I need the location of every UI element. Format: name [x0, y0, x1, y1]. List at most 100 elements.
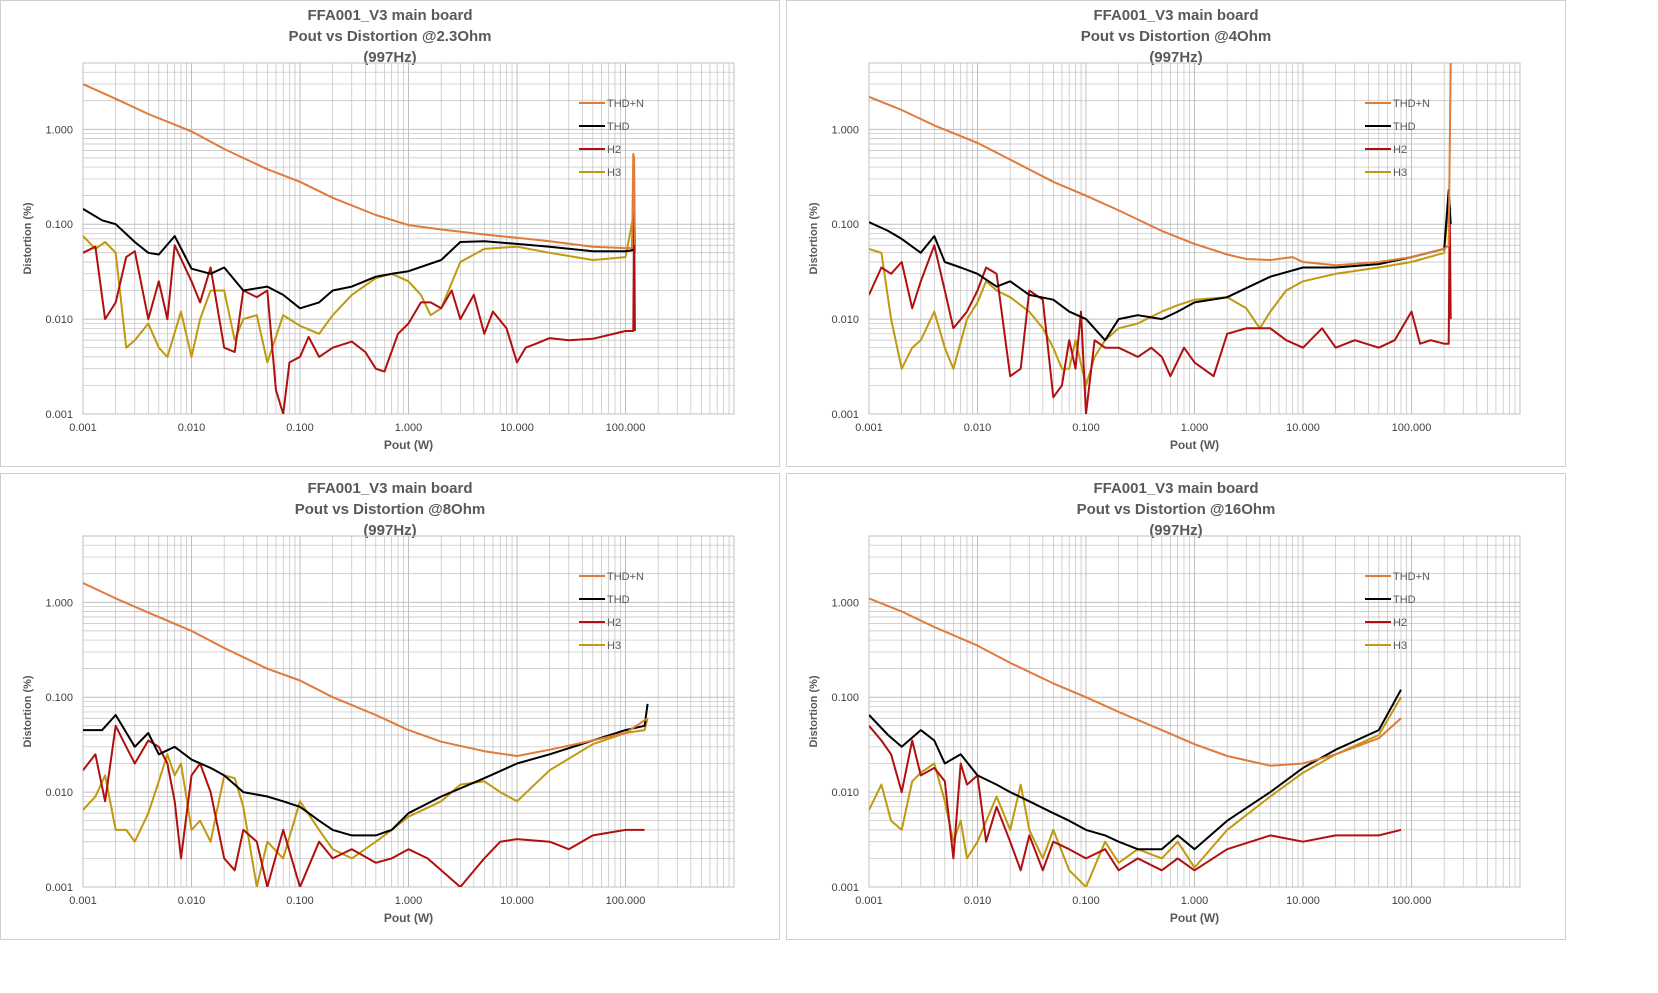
series-group [869, 63, 1452, 414]
chart-subtitle: Pout vs Distortion @16Ohm [1076, 501, 1276, 518]
x-tick-label: 1.000 [395, 422, 423, 434]
plot-area-frame [82, 62, 735, 415]
series-line-h2 [83, 724, 645, 887]
y-tick-label: 0.100 [45, 219, 73, 231]
y-tick-label: 1.000 [831, 124, 859, 136]
series-line-h2 [869, 725, 1402, 872]
chart-subtitle: Pout vs Distortion @2.3Ohm [288, 28, 492, 45]
legend-label-h3: H3 [1393, 167, 1407, 179]
series-line-h3 [869, 201, 1452, 387]
y-tick-label: 0.010 [831, 314, 859, 326]
grid [868, 535, 1520, 888]
legend-label-thd: THD [607, 594, 630, 606]
y-axis-label: Distortion (%) [22, 675, 34, 747]
x-tick-label: 10.000 [1286, 422, 1320, 434]
legend-label-h2: H2 [1393, 144, 1407, 156]
legend-label-thd-n: THD+N [607, 98, 644, 110]
chart-subtitle2: (997Hz) [363, 49, 417, 66]
legend-label-thd: THD [607, 121, 630, 133]
chart-title: FFA001_V3 main board [307, 7, 473, 24]
chart-title: FFA001_V3 main board [1093, 480, 1259, 497]
y-tick-label: 0.010 [45, 787, 73, 799]
legend-label-h2: H2 [1393, 617, 1407, 629]
y-axis-label: Distortion (%) [808, 675, 820, 747]
chart-subtitle2: (997Hz) [363, 522, 417, 539]
chart-subtitle: Pout vs Distortion @4Ohm [1080, 28, 1272, 45]
chart-svg: 0.001 0.010 0.100 1.000 10.000 100.000 0.001 0.… [22, 535, 735, 925]
series-line-thd-n [83, 582, 649, 757]
x-tick-label: 0.010 [178, 895, 206, 907]
plot-area-frame [868, 535, 1521, 888]
chart-svg: 0.001 0.010 0.100 1.000 10.000 100.000 0.001 0.… [22, 62, 735, 452]
chart-panel-2p3ohm: FFA001_V3 main board Pout vs Distortion @… [0, 0, 780, 467]
legend-label-h3: H3 [607, 640, 621, 652]
x-axis-label: Pout (W) [384, 438, 433, 452]
series-line-h2 [869, 206, 1452, 414]
y-tick-label: 0.001 [831, 882, 859, 894]
series-line-h3 [869, 696, 1402, 887]
legend-label-h2: H2 [607, 617, 621, 629]
chart-svg: 0.001 0.010 0.100 1.000 10.000 100.000 0.001 0.… [808, 535, 1521, 925]
legend-label-thd-n: THD+N [1393, 98, 1430, 110]
plot-area-frame [868, 62, 1521, 415]
legend-label-h3: H3 [1393, 640, 1407, 652]
grid [868, 62, 1520, 415]
x-tick-label: 0.010 [964, 422, 992, 434]
series-line-thd [869, 188, 1452, 342]
series-group [83, 83, 636, 414]
series-line-thd [83, 194, 636, 310]
y-tick-label: 0.010 [831, 787, 859, 799]
grid [82, 62, 734, 415]
series-line-thd-n [869, 63, 1452, 267]
legend-label-h3: H3 [607, 167, 621, 179]
series-line-thd [869, 689, 1402, 851]
y-axis-label: Distortion (%) [22, 202, 34, 274]
x-axis-label: Pout (W) [384, 911, 433, 925]
series-group [869, 597, 1402, 887]
x-tick-label: 0.001 [69, 422, 97, 434]
y-tick-label: 0.100 [45, 692, 73, 704]
chart-title: FFA001_V3 main board [1093, 7, 1259, 24]
x-axis-label: Pout (W) [1170, 911, 1219, 925]
chart-panel-8ohm: FFA001_V3 main board Pout vs Distortion @… [0, 473, 780, 940]
y-axis-label: Distortion (%) [808, 202, 820, 274]
chart-title: FFA001_V3 main board [307, 480, 473, 497]
y-tick-label: 0.100 [831, 692, 859, 704]
chart-svg: 0.001 0.010 0.100 1.000 10.000 100.000 0.001 0.… [808, 62, 1521, 452]
y-tick-label: 1.000 [45, 597, 73, 609]
legend-label-thd-n: THD+N [607, 571, 644, 583]
x-tick-label: 0.100 [1072, 422, 1100, 434]
series-line-h3 [83, 718, 649, 887]
y-tick-label: 0.010 [45, 314, 73, 326]
chart-panel-4ohm: FFA001_V3 main board Pout vs Distortion @… [786, 0, 1566, 467]
x-tick-label: 10.000 [500, 422, 534, 434]
chart-panel-16ohm: FFA001_V3 main board Pout vs Distortion @… [786, 473, 1566, 940]
legend-label-h2: H2 [607, 144, 621, 156]
x-tick-label: 100.000 [1392, 422, 1432, 434]
x-tick-label: 1.000 [1181, 895, 1209, 907]
plot-area-frame [82, 535, 735, 888]
x-tick-label: 100.000 [1392, 895, 1432, 907]
y-tick-label: 1.000 [831, 597, 859, 609]
x-tick-label: 0.100 [1072, 895, 1100, 907]
x-tick-label: 10.000 [500, 895, 534, 907]
series-line-thd [83, 703, 649, 837]
x-tick-label: 0.001 [69, 895, 97, 907]
y-tick-label: 0.100 [831, 219, 859, 231]
x-tick-label: 1.000 [395, 895, 423, 907]
x-tick-label: 0.010 [964, 895, 992, 907]
series-line-h3 [83, 215, 636, 364]
chart-subtitle2: (997Hz) [1149, 522, 1203, 539]
legend-label-thd-n: THD+N [1393, 571, 1430, 583]
x-tick-label: 100.000 [606, 895, 646, 907]
grid [82, 535, 734, 888]
x-tick-label: 0.100 [286, 895, 314, 907]
chart-subtitle: Pout vs Distortion @8Ohm [294, 501, 486, 518]
x-tick-label: 100.000 [606, 422, 646, 434]
y-tick-label: 0.001 [831, 409, 859, 421]
x-tick-label: 0.010 [178, 422, 206, 434]
x-tick-label: 0.100 [286, 422, 314, 434]
y-tick-label: 0.001 [45, 882, 73, 894]
legend-label-thd: THD [1393, 121, 1416, 133]
series-line-h2 [83, 206, 636, 414]
